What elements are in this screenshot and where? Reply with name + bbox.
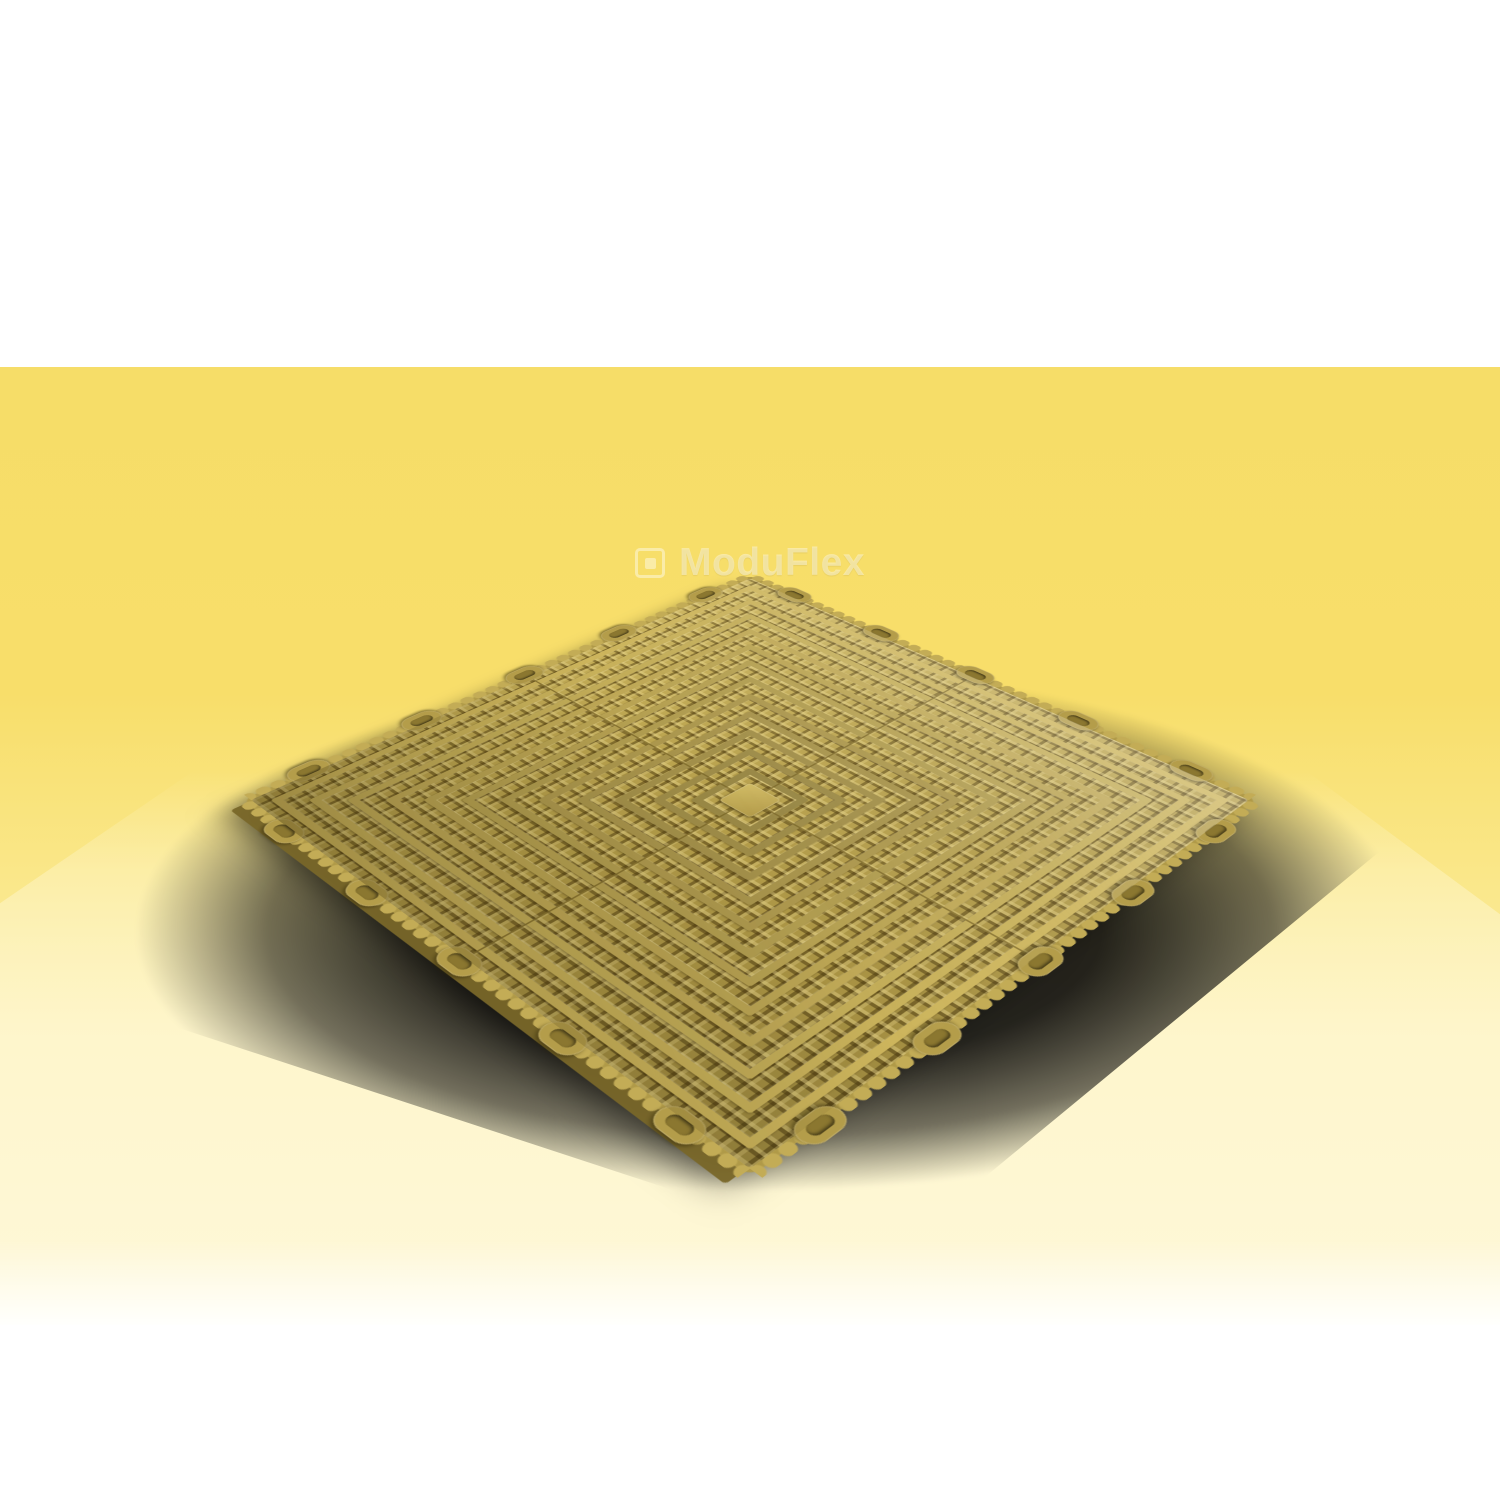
tile-top-surface <box>250 578 1250 1169</box>
floor-tile <box>239 574 1261 1178</box>
backdrop-bottom-fade <box>0 1240 1500 1330</box>
